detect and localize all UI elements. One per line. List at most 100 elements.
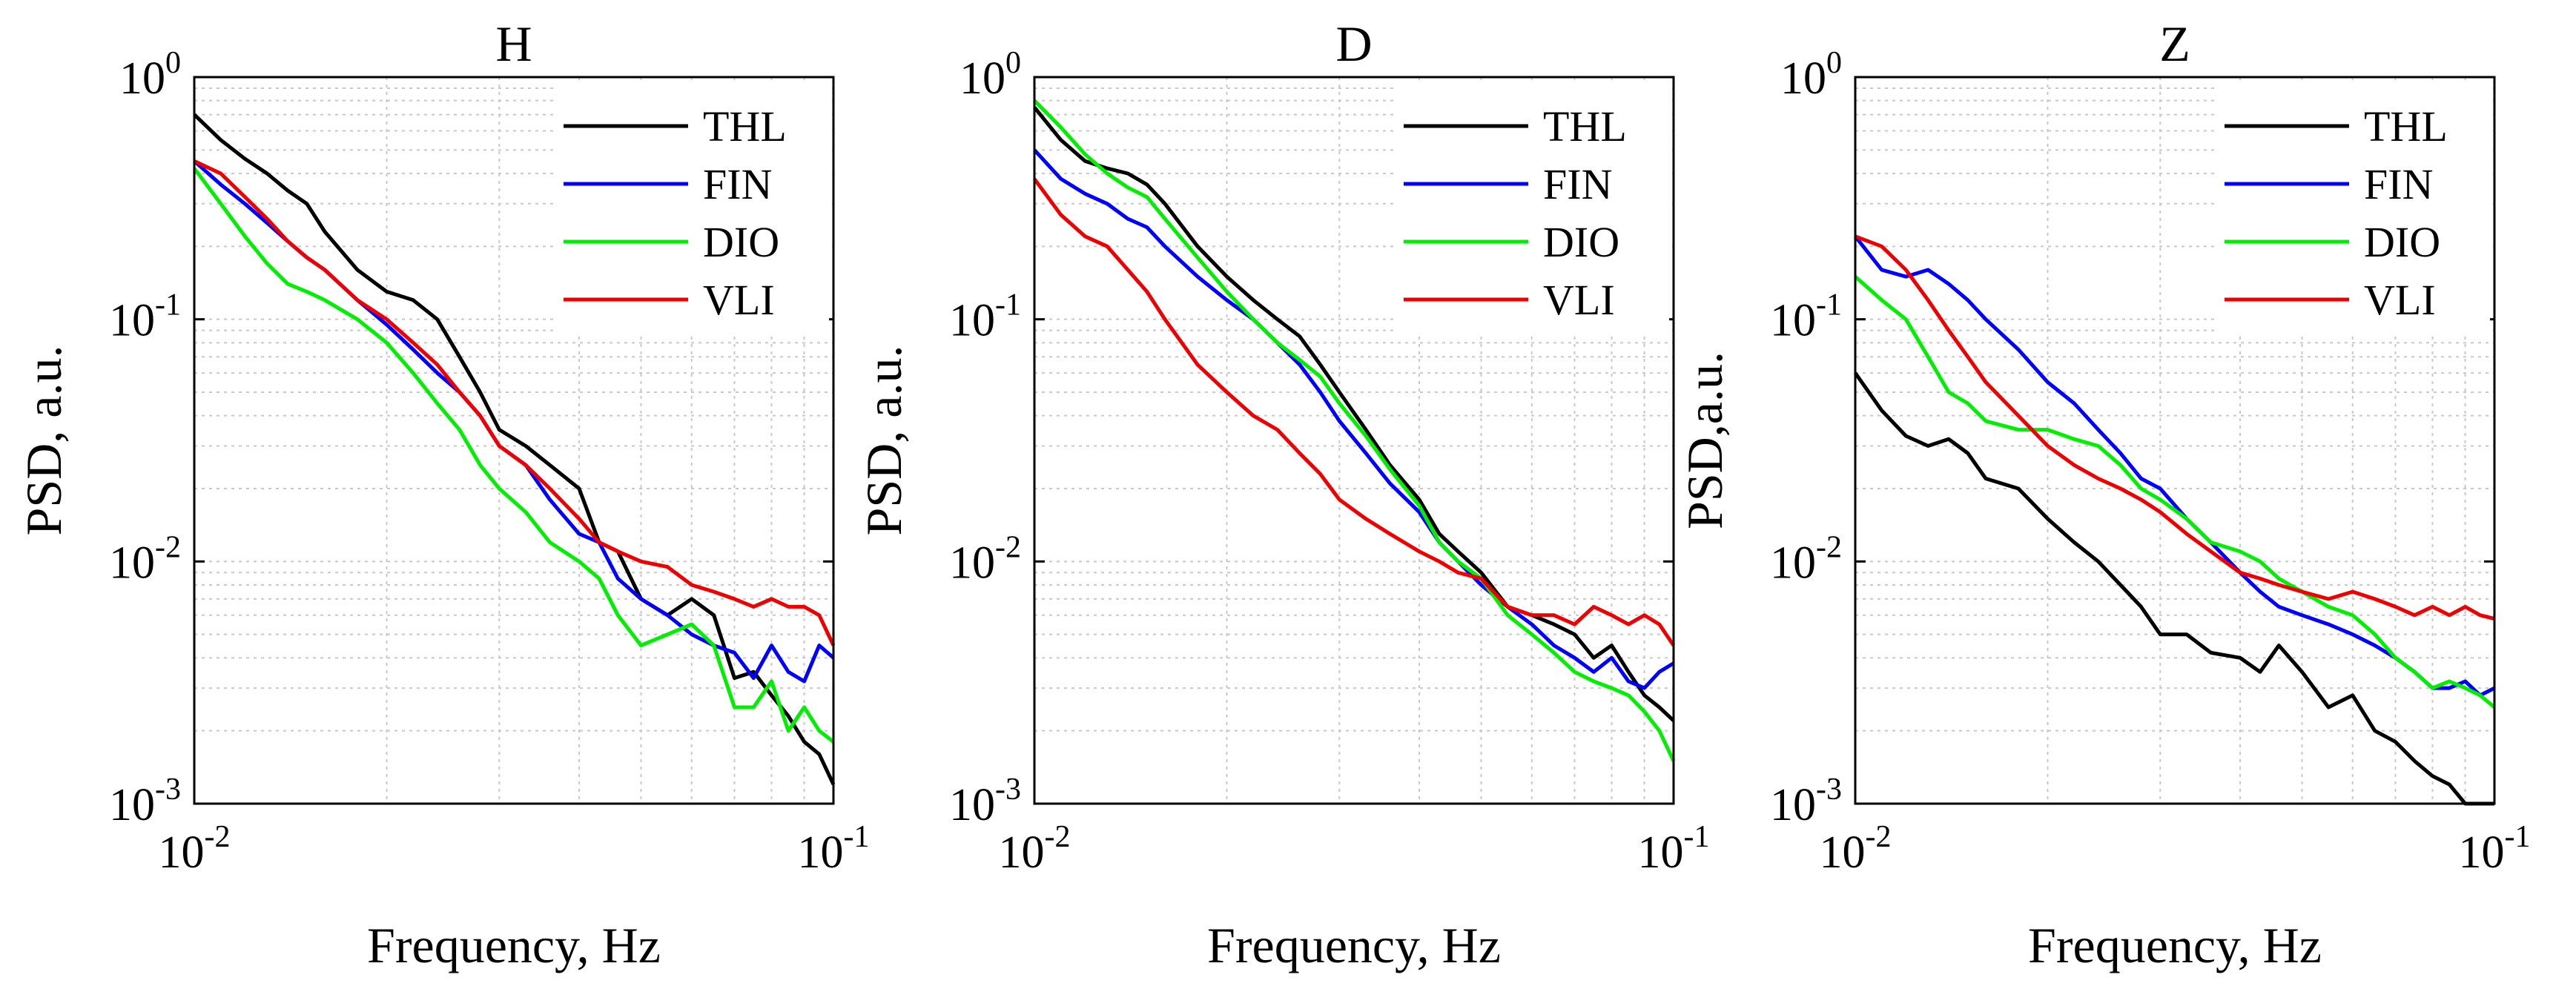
series-line-vli — [1032, 177, 1676, 646]
legend-label-thl: THL — [1543, 102, 1627, 150]
legend-box — [555, 82, 829, 334]
chart-title: H — [495, 16, 532, 72]
series-lines — [1032, 99, 1676, 762]
y-tick-label: 100 — [1780, 46, 1842, 104]
y-tick-exponent: 0 — [1826, 46, 1842, 80]
y-tick-label: 10-3 — [109, 773, 181, 830]
series-lines — [192, 113, 836, 786]
series-line-dio — [192, 167, 835, 744]
y-tick-label: 10-1 — [949, 288, 1021, 346]
x-tick-label: 10-1 — [1638, 820, 1710, 878]
y-tick-exponent: -1 — [1816, 288, 1842, 322]
series-line-fin — [1033, 148, 1675, 690]
legend-box — [2216, 82, 2490, 334]
x-tick-base: 10 — [159, 827, 205, 878]
y-tick-base: 10 — [949, 538, 995, 588]
x-tick-base: 10 — [1820, 827, 1866, 878]
y-tick-exponent: -2 — [995, 530, 1021, 564]
legend-label-dio: DIO — [1543, 218, 1619, 266]
x-axis-label: Frequency, Hz — [1207, 917, 1501, 973]
y-tick-base: 10 — [109, 780, 155, 830]
legend-label-fin: FIN — [703, 160, 772, 208]
y-tick-label: 10-2 — [109, 530, 181, 588]
y-tick-base: 10 — [109, 296, 155, 346]
y-tick-exponent: -1 — [155, 288, 181, 322]
legend-label-thl: THL — [2364, 102, 2448, 150]
x-tick-exponent: -1 — [2505, 820, 2531, 854]
series-lines — [1853, 234, 2496, 806]
x-axis-label: Frequency, Hz — [367, 917, 661, 973]
x-tick-exponent: -2 — [205, 820, 231, 854]
series-line-vli — [1855, 234, 2495, 621]
legend: THL FIN DIO VLI — [2216, 82, 2490, 334]
y-axis-label: PSD, a.u. — [856, 345, 912, 536]
y-tick-label: 10-2 — [1770, 530, 1842, 588]
legend: THL FIN DIO VLI — [555, 82, 829, 334]
legend-label-dio: DIO — [703, 218, 779, 266]
y-tick-label: 10-1 — [1770, 288, 1842, 346]
y-tick-exponent: -3 — [995, 773, 1021, 807]
axes-box — [193, 76, 835, 805]
y-tick-exponent: -2 — [1816, 530, 1842, 564]
legend-box — [1395, 82, 1669, 334]
x-tick-exponent: -2 — [1866, 820, 1892, 854]
y-tick-label: 10-2 — [949, 530, 1021, 588]
y-tick-exponent: 0 — [165, 46, 181, 80]
x-tick-exponent: -2 — [1045, 820, 1071, 854]
x-axis-label: Frequency, Hz — [2028, 917, 2322, 973]
legend-label-vli: VLI — [703, 276, 775, 324]
x-tick-base: 10 — [798, 827, 844, 878]
y-tick-base: 10 — [1780, 53, 1826, 104]
legend-label-thl: THL — [703, 102, 787, 150]
y-tick-label: 10-3 — [1770, 773, 1842, 830]
y-tick-exponent: -1 — [995, 288, 1021, 322]
y-tick-base: 10 — [949, 296, 995, 346]
chart-title: D — [1335, 16, 1372, 72]
x-tick-base: 10 — [1638, 827, 1684, 878]
y-tick-base: 10 — [1770, 780, 1816, 830]
y-tick-base: 10 — [1770, 538, 1816, 588]
y-axis-label: PSD,a.u. — [1677, 351, 1733, 529]
axes-box — [1033, 76, 1675, 805]
x-tick-label: 10-2 — [1820, 820, 1892, 878]
y-tick-label: 10-1 — [109, 288, 181, 346]
legend-label-vli: VLI — [1543, 276, 1615, 324]
legend-label-fin: FIN — [1543, 160, 1612, 208]
y-axis-label: PSD, a.u. — [16, 345, 72, 536]
y-tick-label: 100 — [119, 46, 181, 104]
x-tick-base: 10 — [2459, 827, 2505, 878]
series-line-thl — [1853, 371, 2494, 806]
x-tick-exponent: -1 — [844, 820, 870, 854]
chart-title: Z — [2159, 16, 2190, 72]
x-tick-label: 10-2 — [999, 820, 1071, 878]
y-tick-exponent: -2 — [155, 530, 181, 564]
legend: THL FIN DIO VLI — [1395, 82, 1669, 334]
y-tick-exponent: -3 — [1816, 773, 1842, 807]
x-tick-label: 10-1 — [798, 820, 870, 878]
y-tick-exponent: 0 — [1005, 46, 1021, 80]
y-tick-label: 10-3 — [949, 773, 1021, 830]
legend-label-fin: FIN — [2364, 160, 2433, 208]
y-tick-base: 10 — [960, 53, 1005, 104]
y-tick-base: 10 — [1770, 296, 1816, 346]
series-line-dio — [1033, 99, 1676, 762]
x-tick-label: 10-2 — [159, 820, 231, 878]
x-tick-exponent: -1 — [1684, 820, 1710, 854]
axes-box — [1854, 76, 2496, 805]
series-line-dio — [1854, 275, 2496, 709]
legend-label-dio: DIO — [2364, 218, 2440, 266]
series-line-vli — [193, 159, 836, 646]
series-line-thl — [1033, 106, 1675, 722]
y-tick-base: 10 — [119, 53, 165, 104]
x-tick-base: 10 — [999, 827, 1045, 878]
y-tick-label: 100 — [960, 46, 1021, 104]
y-tick-base: 10 — [109, 538, 155, 588]
x-tick-label: 10-1 — [2459, 820, 2531, 878]
y-tick-base: 10 — [949, 780, 995, 830]
legend-label-vli: VLI — [2364, 276, 2436, 324]
